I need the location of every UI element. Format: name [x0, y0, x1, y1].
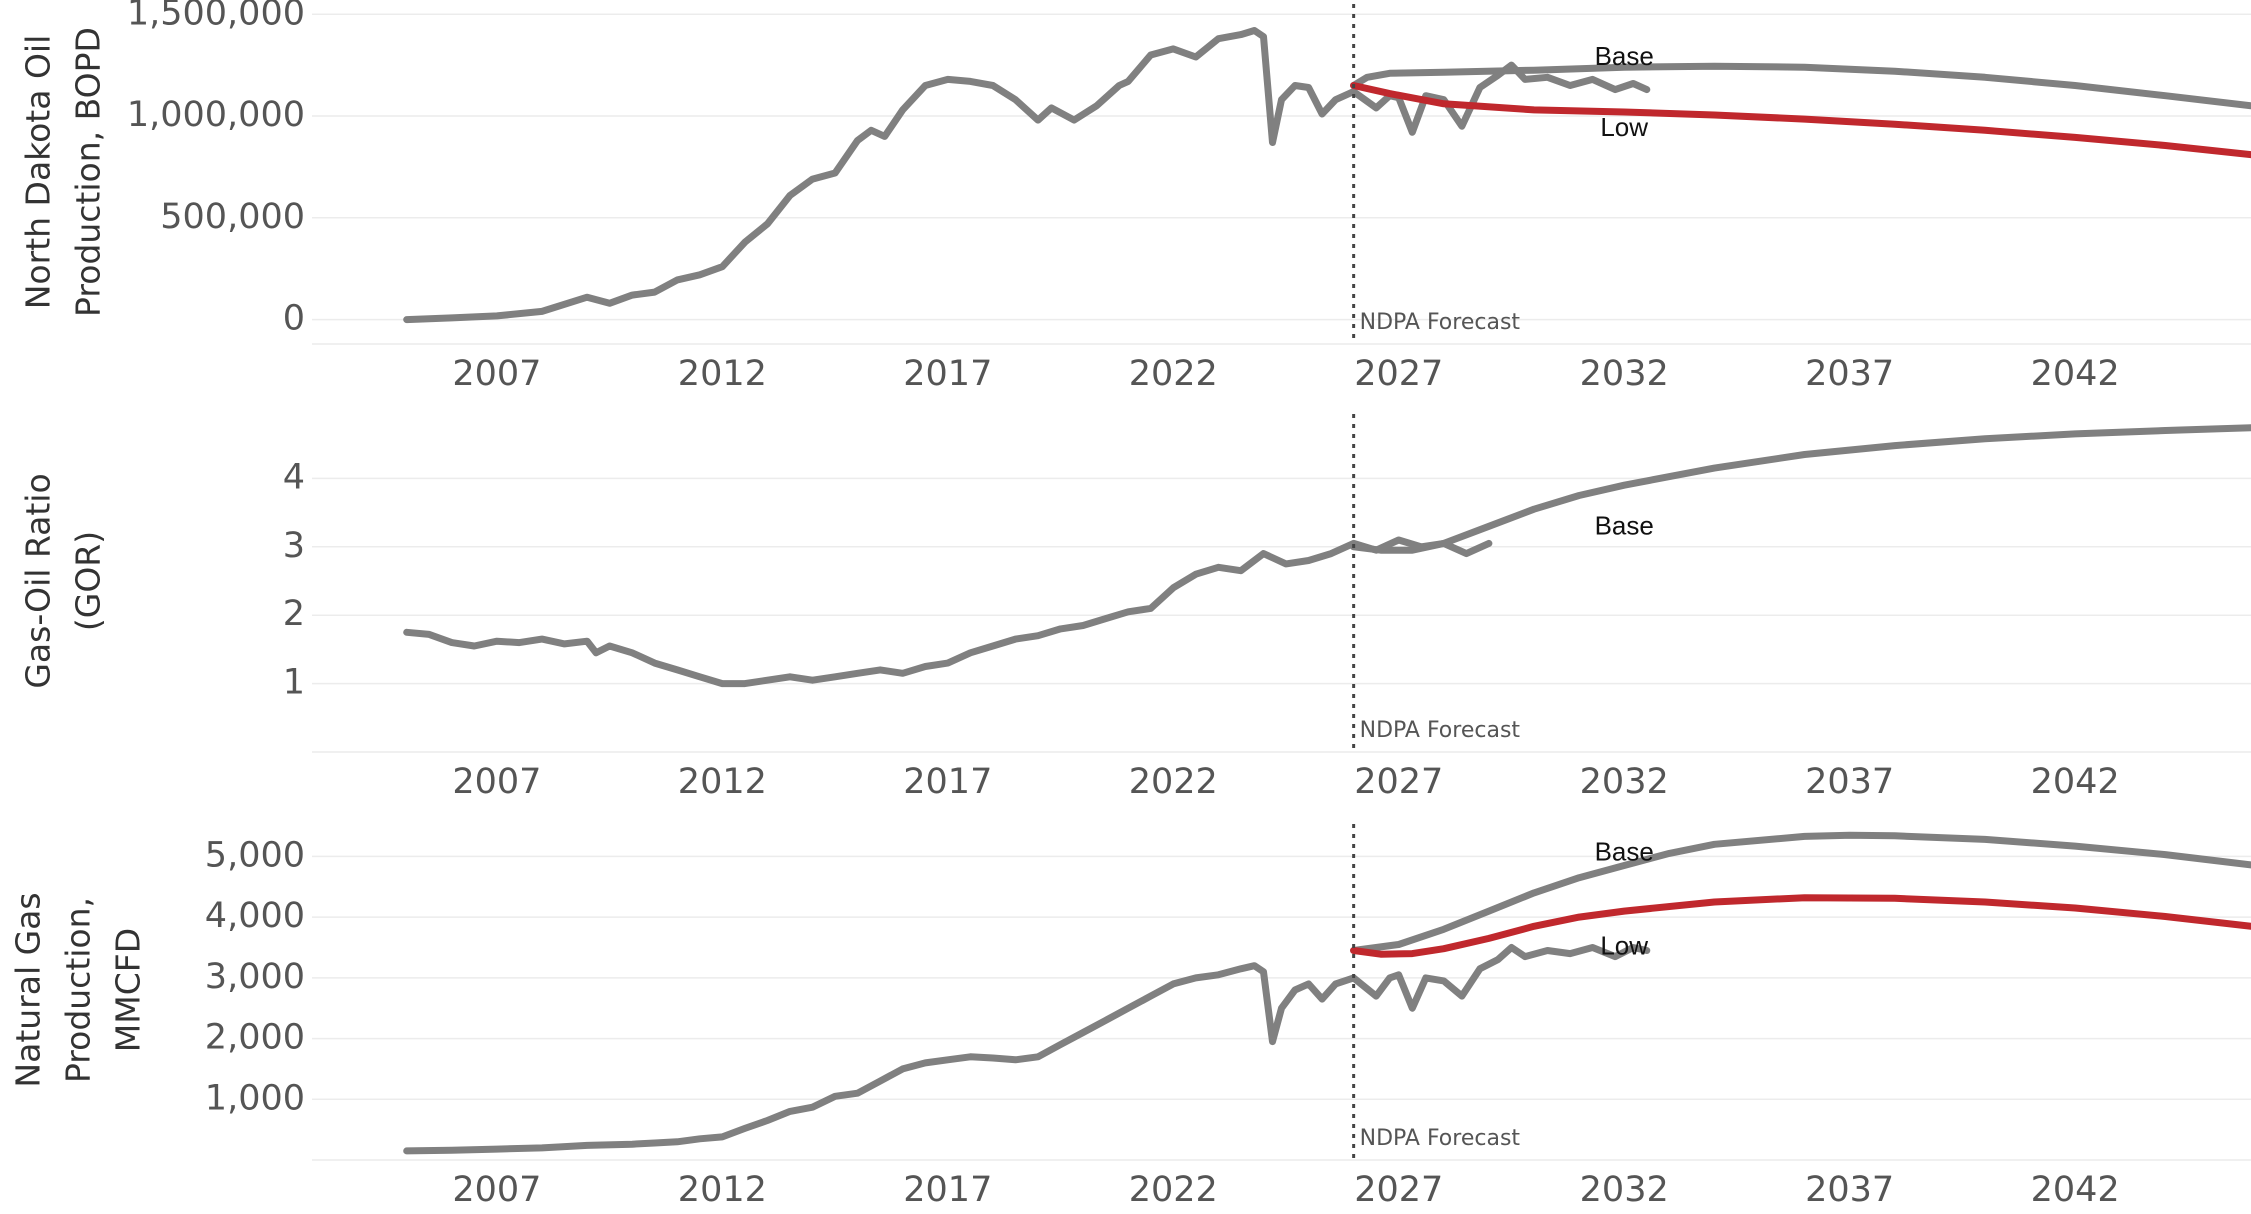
x-tick-label: 2027	[1354, 762, 1443, 802]
y-tick-label: 1,000	[205, 1078, 305, 1118]
y-axis-label: Natural Gas	[9, 892, 48, 1087]
series-base-line	[1350, 424, 2251, 554]
series-annotation: Base	[1595, 836, 1654, 866]
x-tick-label: 2037	[1805, 354, 1894, 394]
x-tick-label: 2037	[1805, 1170, 1894, 1210]
y-tick-label: 500,000	[160, 197, 305, 237]
x-tick-label: 2037	[1805, 762, 1894, 802]
x-tick-label: 2022	[1129, 1170, 1218, 1210]
x-tick-label: 2042	[2031, 1170, 2120, 1210]
x-tick-label: 2012	[678, 762, 767, 802]
series-low-line	[1350, 894, 2251, 958]
forecast-label: NDPA Forecast	[1360, 310, 1521, 335]
y-axis-label: North Dakota Oil	[19, 35, 58, 310]
chart-panel-gor: 1 2 3 4 2007 2012 2017 2022 2027 2032 2037 2042 Gas-…	[19, 414, 2251, 802]
y-tick-label: 3,000	[205, 957, 305, 997]
series-history-line	[403, 536, 1493, 688]
y-axis-label: Production,	[59, 897, 98, 1083]
x-tick-label: 2042	[2031, 354, 2120, 394]
x-tick-label: 2022	[1129, 354, 1218, 394]
forecast-label: NDPA Forecast	[1360, 718, 1521, 743]
x-tick-label: 2017	[903, 354, 992, 394]
y-axis-label: Production, BOPD	[69, 27, 108, 317]
series-annotation: Low	[1600, 930, 1648, 960]
chart-panel-oil: 0 500,000 1,000,000 1,500,000 2007 2012 2017 20…	[19, 0, 2251, 394]
y-tick-label: 1	[283, 663, 305, 703]
x-tick-label: 2017	[903, 762, 992, 802]
x-tick-label: 2032	[1580, 762, 1669, 802]
y-tick-label: 4,000	[205, 896, 305, 936]
y-tick-label: 2,000	[205, 1018, 305, 1058]
y-tick-label: 5,000	[205, 835, 305, 875]
series-annotation: Low	[1600, 112, 1648, 142]
x-tick-label: 2032	[1580, 354, 1669, 394]
chart-panel-gas: 1,000 2,000 3,000 4,000 5,000 2007 2012 2017 202…	[9, 824, 2251, 1210]
y-tick-label: 1,000,000	[127, 95, 305, 135]
y-axis-label: Gas-Oil Ratio	[19, 473, 58, 688]
series-base-line	[1350, 62, 2251, 110]
x-tick-label: 2022	[1129, 762, 1218, 802]
y-tick-label: 2	[283, 594, 305, 634]
series-history-line	[403, 27, 1651, 324]
y-tick-label: 3	[283, 526, 305, 566]
x-tick-label: 2012	[678, 1170, 767, 1210]
series-annotation: Base	[1595, 511, 1654, 541]
x-tick-label: 2012	[678, 354, 767, 394]
x-tick-label: 2007	[452, 354, 541, 394]
y-axis-label: (GOR)	[69, 531, 108, 631]
x-tick-label: 2007	[452, 1170, 541, 1210]
x-tick-label: 2032	[1580, 1170, 1669, 1210]
y-tick-label: 1,500,000	[127, 0, 305, 33]
y-tick-label: 4	[283, 457, 305, 497]
x-tick-label: 2007	[452, 762, 541, 802]
x-tick-label: 2027	[1354, 1170, 1443, 1210]
series-base-line	[1350, 831, 2251, 954]
y-tick-label: 0	[283, 299, 305, 339]
series-history-line	[403, 944, 1651, 1155]
x-tick-label: 2017	[903, 1170, 992, 1210]
series-low-line	[1350, 82, 2251, 159]
forecast-label: NDPA Forecast	[1360, 1126, 1521, 1151]
x-tick-label: 2042	[2031, 762, 2120, 802]
series-annotation: Base	[1595, 41, 1654, 71]
x-tick-label: 2027	[1354, 354, 1443, 394]
y-axis-label: MMCFD	[109, 928, 148, 1052]
